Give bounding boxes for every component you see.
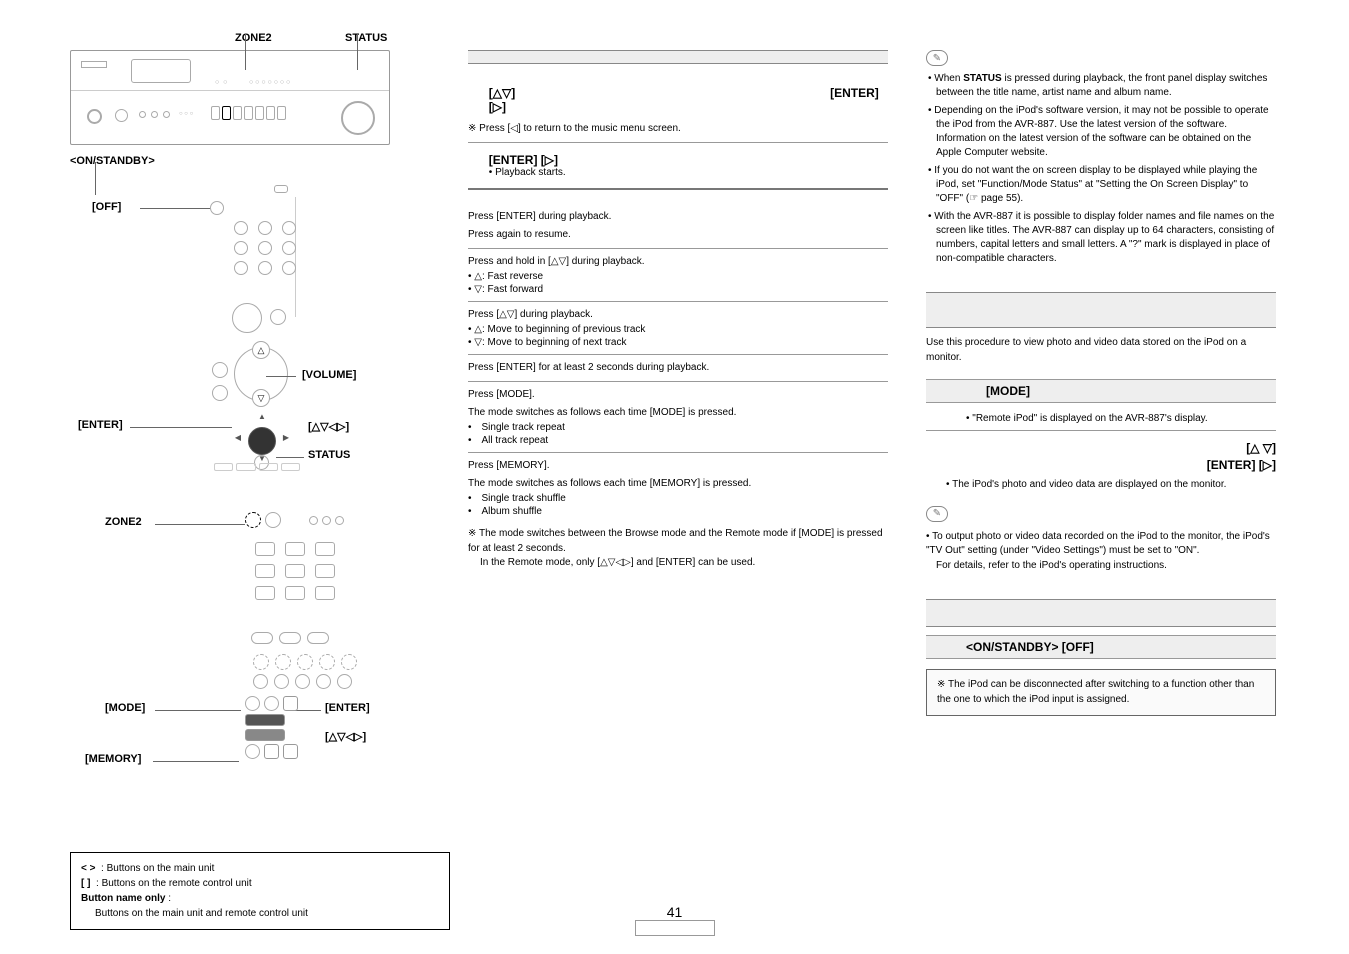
tvout-note: • To output photo or video data recorded…	[926, 530, 1276, 574]
note-item: Depending on the iPod's software version…	[926, 104, 1276, 160]
ffrw-b1: △: Fast reverse	[474, 271, 543, 282]
mode-note: ※ The mode switches between the Browse m…	[468, 527, 888, 571]
note-item: If you do not want the on screen display…	[926, 164, 1276, 206]
ffrw-line1: Press and hold in [△▽] during playback.	[468, 255, 888, 269]
ffrw-b2: ▽: Fast forward	[474, 284, 543, 295]
legend-bracket: [ ]	[81, 878, 90, 889]
remote-upper-diagram: [OFF] △ ▽ [VOLUME] [ENTER] ▲▼◀▶ [△▽◁▷] S…	[210, 197, 330, 482]
middle-column: 3 [△▽][ENTER] [▷] ※ Press [◁] to return …	[468, 50, 888, 930]
remote-lower-diagram: ZONE2 [MODE] [ENTER] [△▽◁▷] [MEMORY]	[245, 512, 365, 812]
mode-step-box: [MODE]	[926, 379, 1276, 403]
cue-line1: Press [△▽] during playback.	[468, 308, 888, 322]
label-on-standby: <ON/STANDBY>	[70, 155, 430, 167]
volume-down-icon: ▽	[252, 389, 270, 407]
note-item: With the AVR-887 it is possible to displ…	[926, 210, 1276, 266]
label-enter: [ENTER]	[78, 419, 123, 431]
mode-bullet: "Remote iPod" is displayed on the AVR-88…	[972, 413, 1207, 424]
step-3: 3 [△▽][ENTER] [▷]	[468, 82, 888, 118]
label-zone2: ZONE2	[235, 32, 272, 44]
label-mode: [MODE]	[105, 702, 145, 714]
step-4-bullet: Playback starts.	[495, 167, 566, 178]
volume-up-icon: △	[252, 341, 270, 359]
label-cursor2: [△▽◁▷]	[325, 730, 366, 743]
symbol-legend: < > : Buttons on the main unit [ ] : But…	[70, 852, 450, 930]
legend-nameonly: Button name only	[81, 893, 165, 904]
shuffle-b1: Single track shuffle	[482, 493, 566, 504]
section-bar-photo	[926, 292, 1276, 328]
legend-nameonly-desc: Buttons on the main unit and remote cont…	[81, 906, 439, 921]
repeat-b2: All track repeat	[482, 435, 549, 446]
browse-line: Press [ENTER] for at least 2 seconds dur…	[468, 361, 888, 375]
cue-b2: ▽: Move to beginning of next track	[474, 337, 626, 348]
right-column: ✎ When STATUS is pressed during playback…	[926, 50, 1276, 930]
note-icon: ✎	[926, 506, 948, 522]
section-bar	[468, 50, 888, 64]
label-memory: [MEMORY]	[85, 753, 141, 765]
section-bar-disconnect	[926, 599, 1276, 627]
label-volume: [VOLUME]	[302, 369, 356, 381]
legend-angle-desc: : Buttons on the main unit	[101, 863, 214, 874]
label-enter2: [ENTER]	[325, 702, 370, 714]
legend-angle: < >	[81, 863, 95, 874]
legend-bracket-desc: : Buttons on the remote control unit	[96, 878, 252, 889]
label-status: STATUS	[345, 32, 387, 44]
view-desc: Use this procedure to view photo and vid…	[926, 336, 1276, 365]
step-3-note: ※ Press [◁] to return to the music menu …	[468, 122, 888, 136]
status-notes-list: When STATUS is pressed during playback, …	[926, 72, 1276, 266]
off-step-box: <ON/STANDBY> [OFF]	[926, 635, 1276, 659]
stop-line1: Press [ENTER] during playback.	[468, 210, 888, 224]
repeat-l1: Press [MODE].	[468, 388, 888, 402]
front-panel-diagram: ZONE2 STATUS ○ ○ ○ ○ ○ ○ ○ ○ ○ ○ ○ ○	[70, 50, 390, 145]
repeat-l2: The mode switches as follows each time […	[468, 406, 888, 420]
label-status-remote: STATUS	[308, 449, 350, 461]
shuffle-b2: Album shuffle	[482, 506, 542, 517]
label-zone2-remote: ZONE2	[105, 516, 142, 528]
cue-b1: △: Move to beginning of previous track	[474, 324, 645, 335]
page-number: 41	[667, 904, 683, 920]
disconnect-note: ※ The iPod can be disconnected after swi…	[926, 669, 1276, 716]
step2-bullet: The iPod's photo and video data are disp…	[952, 479, 1226, 490]
page-tab-outline	[635, 920, 715, 936]
note-icon: ✎	[926, 50, 948, 66]
left-column: ZONE2 STATUS ○ ○ ○ ○ ○ ○ ○ ○ ○ ○ ○ ○ <ON…	[70, 50, 430, 930]
label-cursor: [△▽◁▷]	[308, 420, 349, 433]
repeat-b1: Single track repeat	[482, 422, 565, 433]
stop-line2: Press again to resume.	[468, 228, 888, 242]
shuffle-l1: Press [MEMORY].	[468, 459, 888, 473]
photo-step-2: [△ ▽] [ENTER] [▷]	[926, 437, 1276, 477]
step-4: 4 [ENTER] [▷] • Playback starts.	[468, 149, 888, 182]
label-off: [OFF]	[92, 201, 121, 213]
shuffle-l2: The mode switches as follows each time […	[468, 477, 888, 491]
note-item: When STATUS is pressed during playback, …	[926, 72, 1276, 100]
